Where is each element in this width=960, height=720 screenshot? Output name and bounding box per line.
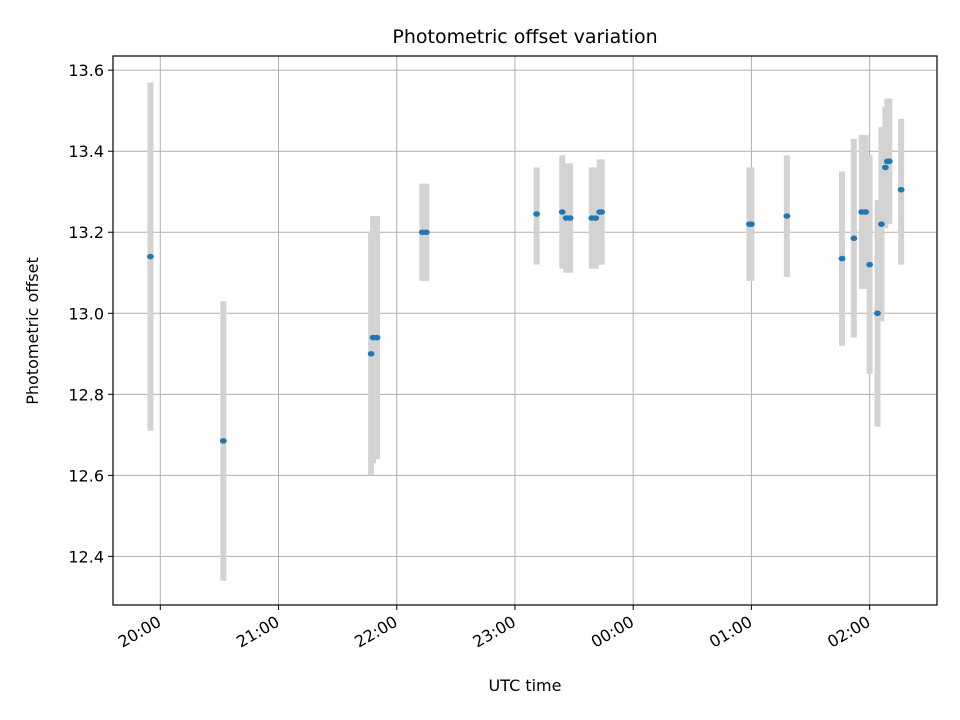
data-point bbox=[850, 235, 858, 242]
data-point bbox=[533, 211, 541, 217]
y-tick-label: 13.2 bbox=[68, 223, 104, 242]
data-point bbox=[598, 209, 606, 215]
x-tick-label: 01:00 bbox=[706, 612, 755, 652]
data-point bbox=[866, 261, 874, 268]
grid-lines bbox=[113, 56, 937, 605]
data-point bbox=[566, 215, 574, 221]
data-point bbox=[219, 438, 227, 444]
x-tick-label: 21:00 bbox=[233, 612, 282, 652]
data-point bbox=[373, 334, 381, 341]
x-tick-label: 23:00 bbox=[470, 612, 519, 652]
data-point bbox=[878, 221, 885, 227]
data-point bbox=[558, 209, 566, 215]
x-axis-ticks: 20:00 21:00 22:00 23:00 00:00 01:00 02:00 bbox=[115, 605, 874, 652]
y-tick-label: 13.4 bbox=[68, 142, 104, 161]
x-tick-label: 00:00 bbox=[588, 612, 637, 652]
data-point bbox=[881, 164, 889, 171]
data-point bbox=[838, 255, 846, 262]
chart-title: Photometric offset variation bbox=[392, 26, 657, 48]
data-point bbox=[747, 221, 755, 227]
data-point bbox=[783, 213, 791, 219]
data-point bbox=[897, 186, 905, 193]
y-tick-label: 12.4 bbox=[68, 547, 104, 566]
x-axis-label: UTC time bbox=[489, 676, 562, 695]
data-point bbox=[147, 253, 154, 260]
x-tick-label: 22:00 bbox=[351, 612, 400, 652]
y-axis-ticks: 12.4 12.6 12.8 13.0 13.2 13.4 13.6 bbox=[68, 61, 113, 566]
data-point bbox=[874, 310, 881, 317]
y-tick-label: 12.8 bbox=[68, 385, 104, 404]
data-point bbox=[422, 229, 430, 236]
data-point bbox=[885, 158, 893, 165]
data-points bbox=[147, 158, 905, 444]
y-tick-label: 13.0 bbox=[68, 304, 104, 323]
x-tick-label: 20:00 bbox=[115, 612, 164, 652]
data-point bbox=[367, 350, 375, 357]
data-point bbox=[862, 209, 870, 215]
plot-frame bbox=[112, 55, 938, 606]
x-tick-label: 02:00 bbox=[824, 612, 873, 652]
y-tick-label: 12.6 bbox=[68, 466, 104, 485]
y-axis-label: Photometric offset bbox=[23, 257, 42, 405]
data-point bbox=[592, 215, 600, 221]
y-tick-label: 13.6 bbox=[68, 61, 104, 80]
error-bars bbox=[147, 82, 905, 581]
